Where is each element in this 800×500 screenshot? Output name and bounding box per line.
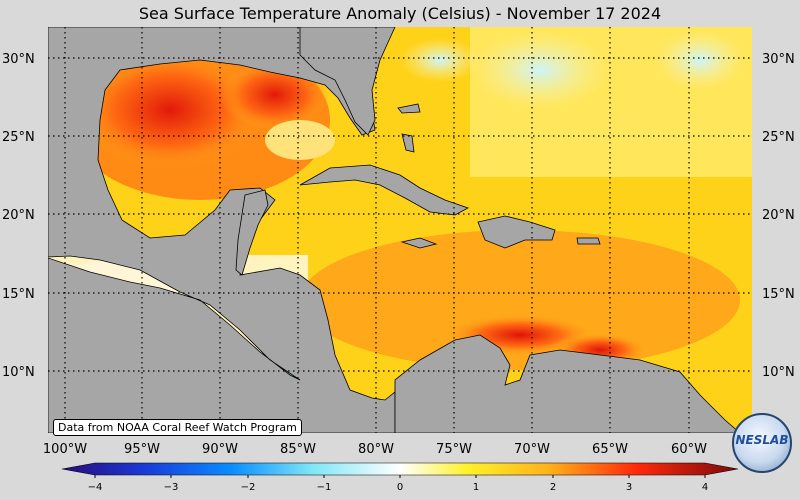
lon-label: 65°W xyxy=(592,442,628,457)
lat-label: 30°N xyxy=(762,52,795,67)
data-credit-label: Data from NOAA Coral Reef Watch Program xyxy=(53,419,302,436)
lat-label: 25°N xyxy=(762,130,795,145)
lat-label: 30°N xyxy=(2,52,35,67)
latitude-labels-left: 30°N 25°N 20°N 15°N 10°N xyxy=(2,52,35,380)
jamaica-land xyxy=(400,237,438,249)
lon-label: 85°W xyxy=(280,442,316,457)
hispaniola-land xyxy=(477,215,556,249)
lon-label: 70°W xyxy=(514,442,550,457)
colorbar-tick-label: −4 xyxy=(88,482,103,493)
lon-label: 75°W xyxy=(436,442,472,457)
colorbar-tick-label: −1 xyxy=(317,482,332,493)
florida-land xyxy=(299,27,396,136)
lat-label: 25°N xyxy=(2,130,35,145)
atlantic-cool-patch xyxy=(400,38,480,82)
caribbean-warm-region xyxy=(300,230,740,370)
lon-label: 100°W xyxy=(43,442,87,457)
colorbar-tick-label: 2 xyxy=(550,482,556,493)
lat-label: 20°N xyxy=(2,208,35,223)
map-plot-area xyxy=(48,27,752,433)
lat-label: 10°N xyxy=(762,365,795,380)
map-title: Sea Surface Temperature Anomaly (Celsius… xyxy=(138,4,662,23)
atlantic-cool-patch xyxy=(470,30,610,110)
lon-label: 95°W xyxy=(124,442,160,457)
gulf-hot-core xyxy=(75,50,265,170)
colorbar-tick-label: 0 xyxy=(397,482,403,493)
lat-label: 20°N xyxy=(762,208,795,223)
south-america-land xyxy=(394,334,741,433)
lab-logo: NESLAB xyxy=(732,413,792,473)
colorbar-tick-label: 3 xyxy=(626,482,632,493)
lat-label: 10°N xyxy=(2,365,35,380)
lon-label: 60°W xyxy=(671,442,707,457)
puerto-rico-land xyxy=(576,237,601,245)
atlantic-cool-patch xyxy=(655,30,745,90)
colorbar-ticks xyxy=(94,475,706,478)
colorbar-tick-label: −2 xyxy=(241,482,256,493)
lat-label: 15°N xyxy=(762,287,795,302)
colorbar-tick-label: 4 xyxy=(702,482,708,493)
lat-label: 15°N xyxy=(2,287,35,302)
logo-text: NESLAB xyxy=(735,433,789,447)
lon-label: 90°W xyxy=(202,442,238,457)
cuba-land xyxy=(299,164,469,216)
colorbar: −4 −3 −2 −1 0 1 2 3 4 xyxy=(61,462,739,493)
lon-label: 80°W xyxy=(358,442,394,457)
yucatan-land xyxy=(235,189,269,276)
colorbar-tick-label: 1 xyxy=(473,482,479,493)
latitude-labels-right: 30°N 25°N 20°N 15°N 10°N xyxy=(762,52,795,380)
bahamas-land xyxy=(397,103,421,153)
longitude-labels: 100°W 95°W 90°W 85°W 80°W 75°W 70°W 65°W… xyxy=(43,442,707,457)
colorbar-tick-label: −3 xyxy=(164,482,179,493)
colorbar-gradient xyxy=(61,462,739,476)
gulf-mild-patch xyxy=(265,120,335,160)
